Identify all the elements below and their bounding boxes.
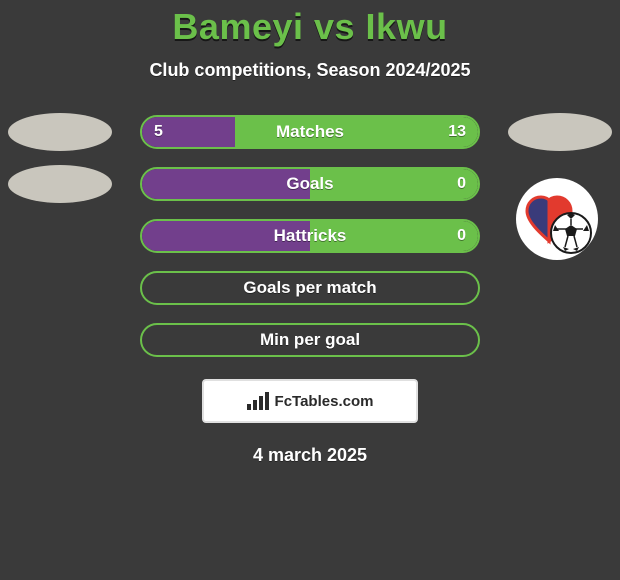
club-logo [516, 178, 598, 260]
player-oval-left [8, 165, 112, 203]
stat-bar: Goals0 [140, 167, 480, 201]
stat-bar: Goals per match [140, 271, 480, 305]
comparison-title: Bameyi vs Ikwu [0, 0, 620, 48]
stat-label: Goals [142, 169, 478, 199]
source-badge: FcTables.com [202, 379, 418, 423]
stat-row: Min per goal [0, 319, 620, 361]
stat-label: Matches [142, 117, 478, 147]
stat-label: Goals per match [142, 273, 478, 303]
stat-label: Min per goal [142, 325, 478, 355]
stat-value-left: 5 [154, 117, 163, 147]
stat-row: Goals per match [0, 267, 620, 309]
stat-label: Hattricks [142, 221, 478, 251]
stat-value-right: 13 [448, 117, 466, 147]
player-oval-right [508, 113, 612, 151]
stat-bar: Min per goal [140, 323, 480, 357]
comparison-subtitle: Club competitions, Season 2024/2025 [0, 60, 620, 81]
club-logo-icon [521, 183, 593, 255]
stat-bar: Hattricks0 [140, 219, 480, 253]
bar-chart-icon [247, 392, 269, 410]
stat-value-right: 0 [457, 169, 466, 199]
stat-row: Matches5 13 [0, 111, 620, 153]
comparison-date: 4 march 2025 [0, 445, 620, 466]
stat-bar: Matches5 13 [140, 115, 480, 149]
player-oval-left [8, 113, 112, 151]
source-badge-text: FcTables.com [275, 393, 374, 410]
stat-value-right: 0 [457, 221, 466, 251]
